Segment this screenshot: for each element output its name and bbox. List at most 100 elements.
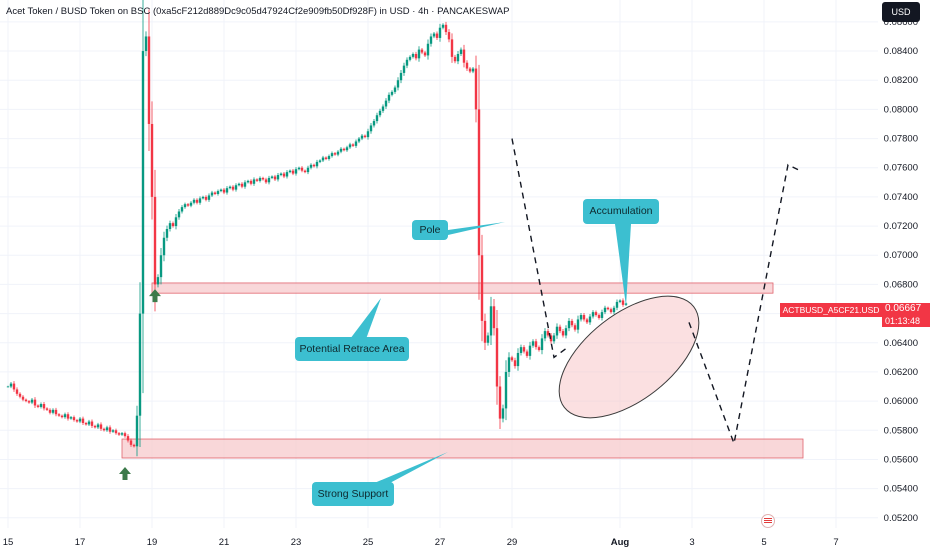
candle-body: [138, 313, 142, 416]
candle-body: [435, 33, 439, 38]
candle-body: [45, 408, 49, 410]
candle-body: [405, 59, 409, 66]
candle-body: [96, 424, 100, 428]
price-tick-label: 0.06000: [884, 396, 918, 407]
price-axis[interactable]: 0.08600 0.08400 0.08200 0.08000 0.07800 0.076…: [884, 17, 918, 524]
candle-body: [123, 433, 127, 437]
zone-0: [151, 282, 774, 294]
candle-body: [480, 255, 484, 321]
candle-body: [336, 151, 340, 155]
zone-1: [121, 438, 804, 459]
candle-body: [312, 164, 316, 167]
candle-body: [372, 121, 376, 126]
candle-body: [261, 177, 265, 180]
chart-title: Acet Token / BUSD Token on BSC (0xa5cF21…: [6, 6, 510, 17]
candle-body: [303, 170, 307, 173]
candle-body: [276, 175, 280, 180]
candle-body: [207, 195, 211, 200]
candle-body: [225, 188, 229, 193]
time-tick-label: 19: [147, 537, 158, 548]
callout-pointer: [448, 222, 505, 235]
candle-body: [375, 115, 379, 122]
time-tick-label: Aug: [611, 537, 630, 548]
candle-body: [588, 316, 592, 323]
candle-body: [27, 401, 31, 403]
candle-body: [570, 320, 574, 326]
candle-body: [540, 338, 544, 351]
candle-body: [546, 331, 550, 336]
candle-body: [9, 383, 13, 387]
candle-body: [306, 167, 310, 173]
candle-body: [414, 53, 418, 59]
candle-body: [465, 62, 469, 69]
candle-body: [144, 36, 148, 52]
candle-body: [447, 32, 451, 40]
candle-body: [159, 255, 163, 278]
candle-body: [333, 153, 337, 155]
candle-body: [582, 315, 586, 320]
candle-body: [528, 345, 532, 356]
candle-body: [564, 328, 568, 336]
candle-body: [390, 91, 394, 95]
candle-body: [519, 347, 523, 353]
candle-body: [486, 335, 490, 343]
price-tick-label: 0.07000: [884, 250, 918, 261]
candle-body: [300, 167, 304, 171]
time-axis[interactable]: 15 17 19 21 23 25 27 29 Aug 3 5 7: [3, 537, 839, 548]
candle-body: [15, 389, 19, 394]
candle-body: [255, 179, 259, 181]
candle-body: [618, 300, 622, 302]
time-tick-label: 17: [75, 537, 86, 548]
candle-body: [270, 176, 274, 178]
candle-body: [552, 335, 556, 342]
candle-body: [294, 169, 298, 174]
candle-body: [84, 422, 88, 425]
candle-body: [210, 192, 214, 196]
candle-body: [471, 68, 475, 72]
candle-body: [318, 160, 322, 162]
price-tick-label: 0.07600: [884, 163, 918, 174]
candle-body: [297, 167, 301, 170]
candle-body: [147, 36, 151, 124]
price-tick-label: 0.06200: [884, 367, 918, 378]
candle-body: [246, 180, 250, 183]
currency-button[interactable]: USD: [882, 2, 920, 22]
candle-body: [321, 157, 325, 161]
candle-body: [534, 341, 538, 348]
callout-pointer: [372, 452, 448, 484]
candle-body: [573, 325, 577, 330]
candle-body: [90, 421, 94, 426]
candle-body: [330, 153, 334, 157]
candle-body: [264, 179, 268, 183]
candle-body: [468, 68, 472, 72]
candle-body: [411, 53, 415, 57]
candle-body: [228, 186, 232, 189]
candle-body: [249, 180, 253, 184]
candle-body: [420, 49, 424, 53]
time-tick-label: 27: [435, 537, 446, 548]
candle-body: [567, 320, 571, 329]
candle-body: [363, 135, 367, 138]
candle-body: [522, 347, 526, 352]
candle-body: [453, 56, 457, 62]
pole-label: Pole: [412, 220, 448, 240]
candle-body: [510, 357, 514, 361]
candle-body: [381, 106, 385, 111]
candle-body: [402, 65, 406, 73]
candle-body: [456, 53, 460, 62]
price-tick-label: 0.06400: [884, 338, 918, 349]
candle-body: [279, 173, 283, 176]
candle-body: [81, 418, 85, 423]
price-tick-label: 0.07400: [884, 192, 918, 203]
candle-body: [216, 191, 220, 194]
candle-body: [432, 33, 436, 37]
us-flag-icon[interactable]: [761, 514, 775, 528]
candle-body: [39, 404, 43, 407]
candle-body: [192, 199, 196, 203]
price-tick-label: 0.06800: [884, 279, 918, 290]
candle-body: [591, 312, 595, 317]
candle-body: [360, 135, 364, 139]
projection-paths: [511, 138, 801, 446]
candle-body: [579, 315, 583, 320]
